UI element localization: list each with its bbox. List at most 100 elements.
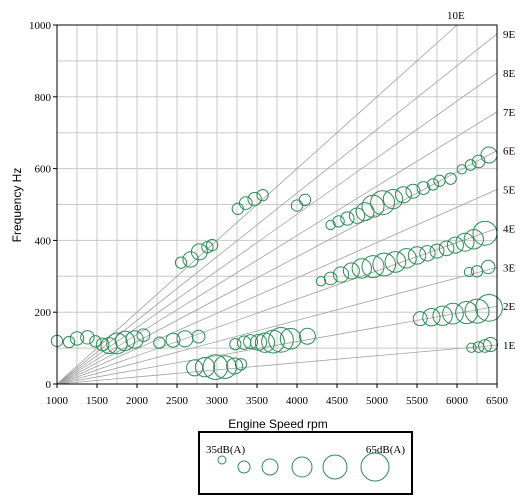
data-point — [136, 328, 151, 343]
data-point — [342, 262, 360, 280]
y-tick-label: 600 — [35, 164, 52, 176]
data-point — [412, 311, 428, 327]
data-point — [298, 193, 312, 206]
order-line-5E — [56, 189, 498, 385]
order-labels: 1E 2E 3E 4E 5E 6E 7E 8E 9E 10E — [447, 10, 516, 352]
data-point — [194, 356, 216, 378]
data-point — [114, 330, 136, 352]
data-point — [325, 219, 336, 231]
data-point — [407, 246, 427, 265]
grid-lines — [56, 24, 498, 385]
data-point — [464, 159, 477, 171]
order-label-3E: 3E — [503, 262, 516, 274]
x-tick-label: 1000 — [46, 395, 69, 407]
data-point — [89, 335, 102, 348]
data-point — [464, 298, 490, 324]
data-point — [394, 186, 412, 204]
y-tick-label: 1000 — [29, 20, 52, 32]
legend-min-label: 35dB(A) — [206, 444, 245, 456]
data-point — [442, 302, 464, 325]
data-point — [456, 164, 467, 175]
data-point — [256, 188, 269, 202]
order-label-10E: 10E — [447, 10, 465, 22]
data-point — [315, 276, 327, 287]
axis-ticks: 1000 1500 2000 2500 3000 3500 4000 4500 5000 5500… — [29, 20, 509, 407]
data-point — [396, 248, 417, 269]
data-point — [475, 294, 503, 322]
x-tick-label: 2500 — [166, 395, 189, 407]
order-label-9E: 9E — [503, 29, 516, 41]
data-point — [174, 256, 188, 269]
data-points — [50, 146, 503, 380]
y-tick-label: 800 — [35, 92, 52, 104]
data-point — [243, 334, 259, 350]
order-label-1E: 1E — [503, 340, 516, 352]
order-line-9E — [56, 33, 498, 385]
x-tick-label: 2000 — [126, 395, 149, 407]
order-line-6E — [56, 150, 498, 385]
data-point — [372, 252, 397, 277]
data-point — [332, 266, 350, 283]
plot-frame — [56, 24, 498, 385]
data-point — [332, 215, 345, 228]
order-label-2E: 2E — [503, 301, 516, 313]
data-point — [125, 330, 144, 349]
data-point — [202, 354, 229, 380]
x-tick-label: 6500 — [486, 395, 509, 407]
data-point — [416, 181, 431, 195]
order-line-10E — [56, 24, 458, 385]
data-point — [426, 178, 440, 191]
x-axis-title: Engine Speed rpm — [228, 417, 327, 431]
data-point — [466, 342, 477, 353]
order-label-5E: 5E — [503, 185, 516, 197]
order-label-4E: 4E — [503, 223, 516, 235]
data-point — [238, 196, 253, 210]
x-tick-label: 4000 — [286, 395, 309, 407]
order-line-7E — [56, 111, 498, 385]
data-point — [190, 243, 208, 261]
x-tick-label: 3500 — [246, 395, 269, 407]
order-line-1E — [56, 344, 498, 385]
order-line-4E — [56, 228, 498, 385]
data-point — [446, 236, 464, 254]
data-point — [455, 232, 475, 252]
data-point — [455, 301, 479, 325]
data-point — [483, 337, 499, 353]
x-tick-label: 6000 — [446, 395, 469, 407]
legend-circle — [291, 456, 313, 478]
data-point — [438, 240, 455, 257]
data-point — [323, 271, 338, 286]
x-tick-label: 1500 — [86, 395, 109, 407]
legend-circle — [261, 458, 279, 476]
data-point — [191, 329, 206, 344]
y-axis-title: Frequency Hz — [10, 168, 24, 243]
data-point — [429, 243, 445, 259]
data-point — [268, 327, 294, 353]
data-point — [370, 190, 396, 216]
data-point — [247, 191, 262, 207]
y-tick-label: 400 — [35, 235, 52, 247]
x-tick-label: 5500 — [406, 395, 429, 407]
order-label-6E: 6E — [503, 146, 516, 158]
legend-circle — [217, 455, 227, 465]
data-point — [382, 188, 404, 210]
y-tick-label: 0 — [46, 379, 52, 391]
data-point — [351, 258, 372, 279]
legend-box — [198, 431, 413, 495]
order-line-3E — [56, 266, 498, 385]
data-point — [290, 199, 304, 212]
data-point — [405, 183, 421, 199]
data-point — [165, 332, 181, 348]
data-point — [361, 255, 385, 279]
data-point — [340, 211, 355, 226]
data-point — [229, 337, 242, 351]
data-point — [481, 259, 496, 275]
order-label-8E: 8E — [503, 68, 516, 80]
data-point — [69, 331, 85, 346]
x-tick-label: 3000 — [206, 395, 229, 407]
legend-circle — [237, 460, 251, 474]
data-point — [186, 359, 204, 377]
legend-circle — [322, 454, 348, 480]
data-point — [279, 327, 302, 350]
